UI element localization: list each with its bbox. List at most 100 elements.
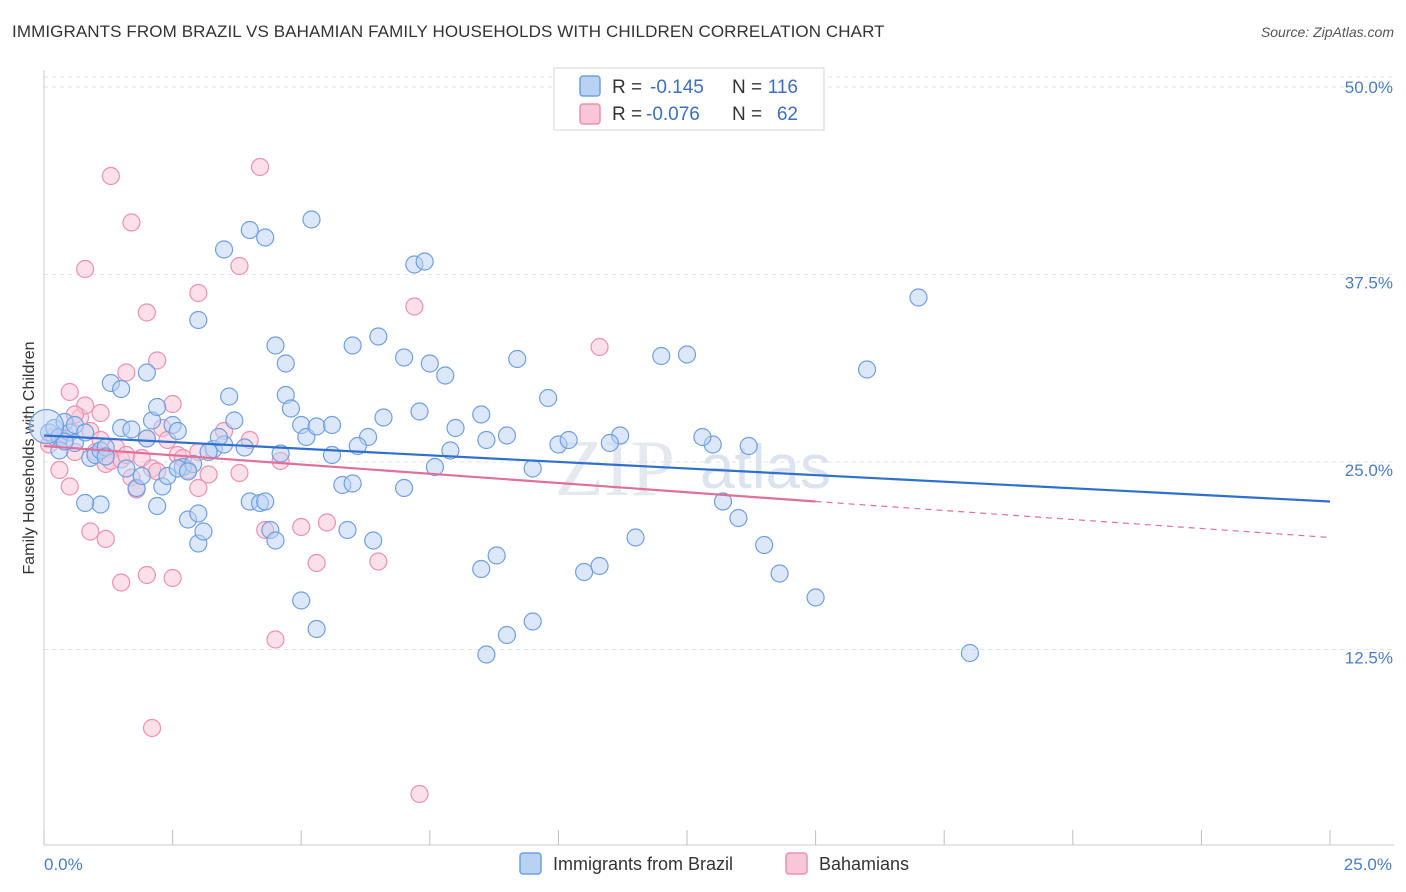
brazil-point bbox=[806, 588, 825, 607]
brazil-point bbox=[338, 520, 357, 540]
legend-n-value-bahamians: 62 bbox=[777, 104, 798, 125]
brazil-point bbox=[374, 408, 393, 427]
bahamians-point bbox=[117, 363, 136, 382]
bahamians-point bbox=[137, 303, 156, 322]
brazil-point bbox=[137, 363, 156, 382]
brazil-point bbox=[307, 619, 326, 639]
brazil-point bbox=[96, 447, 115, 466]
legend-swatch-brazil bbox=[579, 75, 601, 97]
bahamians-point bbox=[148, 351, 167, 370]
bahamians-point bbox=[101, 166, 120, 186]
brazil-point bbox=[276, 354, 295, 373]
brazil-point bbox=[487, 546, 506, 565]
bahamians-point bbox=[142, 718, 162, 738]
brazil-point bbox=[960, 643, 980, 663]
series-label-bahamians: Bahamians bbox=[819, 854, 909, 874]
bahamians-point bbox=[122, 213, 141, 232]
brazil-point bbox=[148, 397, 167, 417]
bahamians-point bbox=[163, 394, 182, 414]
brazil-point bbox=[575, 562, 594, 582]
watermark-atlas: atlas bbox=[700, 433, 831, 502]
chart-title: IMMIGRANTS FROM BRAZIL VS BAHAMIAN FAMIL… bbox=[12, 22, 885, 41]
bahamians-point bbox=[590, 337, 609, 357]
brazil-point bbox=[256, 228, 275, 247]
brazil-point bbox=[770, 564, 789, 583]
brazil-point bbox=[117, 459, 136, 478]
brazil-point bbox=[441, 441, 460, 460]
x-tick-label-min: 0.0% bbox=[44, 855, 83, 874]
bahamians-point bbox=[230, 463, 249, 483]
legend-r-value-brazil: -0.145 bbox=[650, 77, 704, 98]
y-tick-label: 50.0% bbox=[1345, 78, 1393, 97]
brazil-point bbox=[220, 387, 239, 406]
brazil-point bbox=[559, 430, 578, 450]
brazil-point bbox=[713, 492, 733, 511]
bahamians-trend-extension bbox=[815, 500, 1331, 539]
brazil-point bbox=[477, 430, 496, 450]
bahamians-point bbox=[163, 568, 182, 588]
brazil-point bbox=[729, 508, 748, 528]
bahamians-trend-line bbox=[43, 444, 816, 503]
series-swatch-brazil bbox=[519, 852, 542, 875]
bahamians-point bbox=[266, 630, 285, 649]
brazil-point bbox=[189, 310, 208, 330]
brazil-point bbox=[364, 531, 383, 550]
brazil-point bbox=[472, 405, 491, 424]
bahamians-point bbox=[96, 529, 115, 549]
source-label: Source: ZipAtlas.com bbox=[1260, 24, 1394, 40]
brazil-point bbox=[420, 354, 439, 373]
legend-r-value-bahamians: -0.076 bbox=[646, 104, 700, 125]
legend-n-value-brazil: 116 bbox=[768, 77, 798, 98]
brazil-points bbox=[28, 210, 980, 664]
brazil-point bbox=[677, 345, 697, 364]
brazil-point bbox=[600, 433, 619, 453]
legend-swatch-bahamians bbox=[579, 103, 601, 125]
brazil-point bbox=[132, 466, 151, 486]
brazil-point bbox=[189, 504, 208, 523]
brazil-point bbox=[693, 427, 712, 447]
legend-r-label-bahamians: R = bbox=[612, 104, 642, 125]
bahamians-point bbox=[230, 256, 249, 276]
brazil-point bbox=[225, 411, 244, 430]
brazil-point bbox=[394, 348, 414, 367]
bahamians-point bbox=[405, 297, 424, 316]
brazil-point bbox=[477, 645, 496, 664]
bahamians-point bbox=[199, 465, 218, 484]
bahamians-point bbox=[317, 513, 337, 532]
brazil-point bbox=[436, 366, 455, 385]
series-legend: Immigrants from Brazil Bahamians bbox=[519, 852, 909, 875]
brazil-point bbox=[168, 421, 187, 441]
brazil-trend-line bbox=[43, 434, 1331, 503]
gridlines bbox=[44, 76, 1394, 650]
correlation-legend: R = -0.145 N = 116 R = -0.076 N = 62 bbox=[553, 67, 825, 131]
brazil-point bbox=[739, 436, 758, 456]
brazil-point bbox=[266, 531, 285, 550]
bahamians-point bbox=[307, 553, 326, 573]
brazil-point bbox=[240, 220, 259, 240]
brazil-point bbox=[508, 349, 527, 369]
bahamians-point bbox=[76, 259, 95, 279]
brazil-point bbox=[497, 625, 517, 645]
brazil-point bbox=[626, 528, 645, 547]
x-ticks bbox=[43, 830, 1331, 845]
brazil-point bbox=[76, 493, 95, 513]
brazil-point bbox=[91, 495, 110, 514]
brazil-point bbox=[755, 535, 774, 555]
brazil-point bbox=[148, 496, 167, 516]
brazil-point bbox=[343, 336, 362, 355]
brazil-point bbox=[415, 252, 434, 271]
y-tick-label: 37.5% bbox=[1345, 274, 1393, 293]
x-tick-label-max: 25.0% bbox=[1344, 855, 1392, 874]
bahamians-point bbox=[50, 460, 69, 480]
brazil-point bbox=[209, 427, 228, 447]
series-label-brazil: Immigrants from Brazil bbox=[553, 854, 733, 874]
brazil-point bbox=[302, 210, 321, 229]
brazil-point bbox=[307, 417, 326, 436]
brazil-point bbox=[523, 459, 542, 478]
bahamians-point bbox=[137, 565, 156, 585]
brazil-point bbox=[137, 429, 156, 448]
trend-lines bbox=[43, 434, 1331, 539]
brazil-point bbox=[266, 336, 285, 355]
brazil-point-large bbox=[28, 408, 65, 445]
